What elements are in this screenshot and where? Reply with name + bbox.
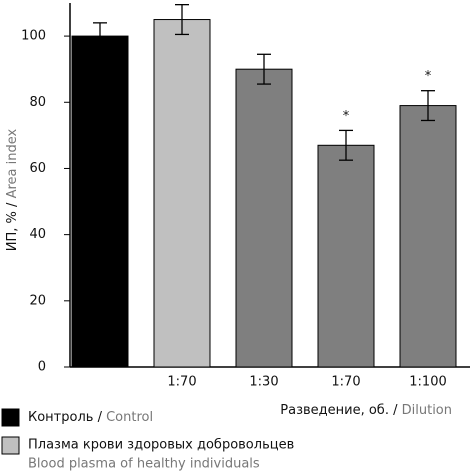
y-tick-label: 40	[29, 227, 46, 242]
legend-swatch	[1, 408, 20, 427]
y-tick-label: 60	[29, 161, 46, 176]
y-tick-label: 20	[29, 293, 46, 308]
legend-label: Плазма крови здоровых добровольцев	[28, 438, 294, 453]
legend-label-en: Blood plasma of healthy individuals	[28, 457, 260, 472]
bar	[235, 68, 293, 368]
y-tick-label: 0	[38, 360, 46, 375]
x-tick-label: 1:70	[167, 375, 196, 390]
bar	[399, 105, 457, 368]
significance-mark: *	[425, 69, 432, 84]
x-tick-label: 1:100	[409, 375, 446, 390]
x-label-ru: Разведение, об. /	[280, 403, 398, 418]
legend-label-en: Control	[106, 410, 153, 425]
y-label-ru: ИП, % /	[5, 202, 20, 251]
bar	[317, 144, 375, 368]
y-tick-label: 80	[29, 95, 46, 110]
x-label-en: Dilution	[402, 403, 452, 418]
bar	[153, 19, 211, 368]
significance-mark: *	[343, 109, 350, 124]
x-tick-label: 1:70	[331, 375, 360, 390]
y-label-en: Area index	[5, 129, 20, 199]
legend-label-ru: Контроль /	[28, 410, 103, 425]
bar	[71, 35, 129, 368]
y-axis-label: ИП, % / Area index	[5, 129, 20, 252]
y-tick-label: 100	[21, 29, 46, 44]
legend-swatch	[1, 436, 20, 455]
x-axis-label: Разведение, об. / Dilution	[280, 403, 452, 418]
x-tick-label: 1:30	[249, 375, 278, 390]
legend-label: Контроль / Control	[28, 410, 153, 425]
